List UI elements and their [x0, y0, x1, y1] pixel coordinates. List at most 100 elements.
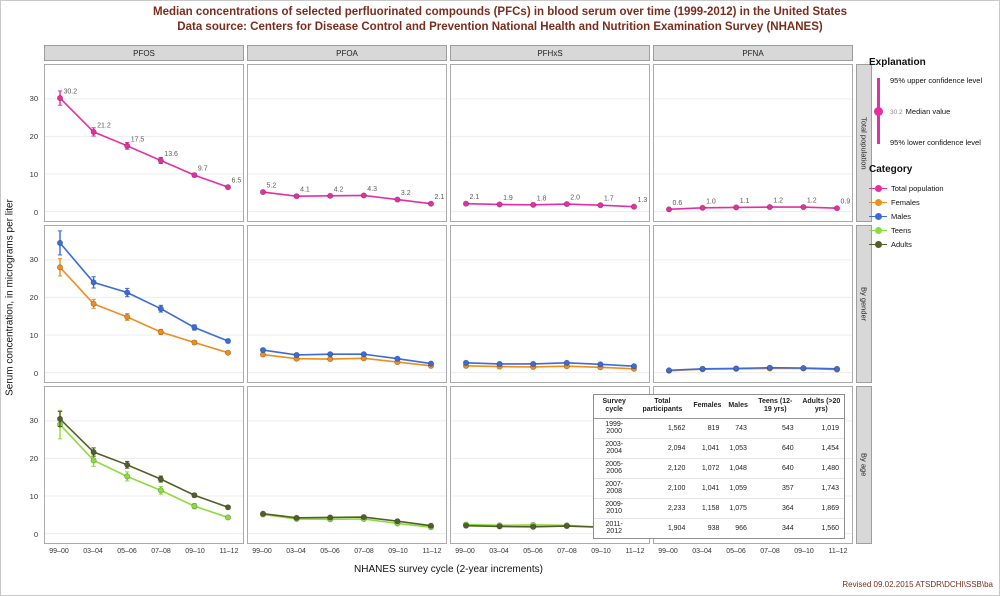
table-header: Males [724, 395, 752, 419]
table-row: 2005-2006 2,120 1,072 1,048 640 1,480 [594, 457, 844, 479]
chart-title: Median concentrations of selected perflu… [153, 6, 847, 18]
table-cell: 1,454 [798, 437, 844, 459]
x-tick-label: 11–12 [219, 548, 239, 555]
x-tick-label: 05–06 [117, 548, 137, 555]
column-strip-label: PFOS [133, 48, 155, 58]
svg-text:1.8: 1.8 [537, 195, 547, 202]
legend-item-females: Females [869, 195, 997, 209]
row-strip-label: By age [859, 453, 869, 477]
chart-subtitle: Data source: Centers for Disease Control… [177, 21, 823, 34]
table-cell: 344 [751, 517, 799, 538]
panel-pfoa-total-population: 5.2 4.1 4.2 4.3 3.2 2.1 [247, 64, 447, 222]
x-tick-label: 07–08 [354, 548, 374, 555]
y-tick-label: 30 [29, 254, 38, 264]
y-tick-label: 0 [33, 368, 38, 378]
x-tick-label: 03–04 [692, 548, 712, 555]
panel-chart-svg [248, 420, 446, 535]
table-row: 2003-2004 2,094 1,041 1,053 640 1,454 [594, 437, 844, 459]
panel-pfos-by-age [44, 386, 244, 544]
table-row: 2011-2012 1,904 938 966 344 1,560 [594, 517, 844, 538]
table-cell: 2,100 [634, 477, 691, 499]
svg-text:5.2: 5.2 [267, 183, 277, 190]
x-tick-label: 11–12 [422, 548, 442, 555]
table-cell: 364 [751, 497, 799, 519]
panel-grid: PFOS PFOA PFHxS PFNA 0 10 20 30 30.2 21.2 17.… [17, 45, 872, 561]
x-tick-label: 11–12 [625, 548, 645, 555]
teens-marker-icon [869, 225, 887, 236]
column-strip-pfna: PFNA [653, 45, 853, 61]
table-cell: 357 [751, 477, 799, 499]
median-key-row: 30.2 Median value [890, 107, 950, 116]
svg-text:3.2: 3.2 [401, 190, 411, 197]
svg-text:2.1: 2.1 [470, 194, 480, 201]
column-strip-pfos: PFOS [44, 45, 244, 61]
x-tick-label: 99–00 [49, 548, 69, 555]
lower-ci-label: 95% lower confidence level [890, 138, 981, 147]
panel-pfna-by-gender [653, 225, 853, 383]
y-tick-label: 10 [29, 169, 38, 179]
legend-explanation: Explanation 95% upper confidence level 3… [869, 57, 997, 251]
legend-item-males: Males [869, 209, 997, 223]
table-cell: 2005-2006 [594, 457, 635, 479]
x-axis-title: NHANES survey cycle (2-year increments) [354, 564, 543, 575]
x-tick-label: 09–10 [591, 548, 611, 555]
x-tick-label: 05–06 [523, 548, 543, 555]
x-axis-ticks-pfos: 99–00 03–04 05–06 07–08 09–10 11–12 [44, 547, 244, 561]
svg-text:2.1: 2.1 [435, 194, 445, 201]
median-point-icon [874, 107, 883, 116]
x-axis-ticks-pfhxs: 99–00 03–04 05–06 07–08 09–10 11–12 [450, 547, 650, 561]
panel-chart-svg [248, 259, 446, 374]
panel-pfoa-by-gender [247, 225, 447, 383]
table-cell: 2,120 [634, 457, 691, 479]
table-cell: 1,158 [690, 497, 725, 519]
table-cell: 819 [690, 417, 725, 439]
table-cell: 1,562 [634, 417, 691, 439]
table-cell: 2003-2004 [594, 437, 635, 459]
table-cell: 1,041 [690, 437, 725, 459]
males-marker-icon [869, 211, 887, 222]
table-cell: 1,019 [798, 417, 844, 439]
row-strip-by-gender: By gender [856, 225, 872, 383]
panel-chart-svg: 5.2 4.1 4.2 4.3 3.2 2.1 [248, 98, 446, 213]
y-tick-label: 30 [29, 93, 38, 103]
figure-titles: Median concentrations of selected perflu… [1, 5, 999, 35]
y-axis-title: Serum concentration, in micrograms per l… [4, 199, 16, 396]
x-axis-ticks-pfna: 99–00 03–04 05–06 07–08 09–10 11–12 [653, 547, 853, 561]
y-axis-ticks-gender: 0 10 20 30 [17, 225, 41, 383]
participants-table-grid: Survey cycle Total participants Females Mal… [594, 395, 844, 538]
table-cell: 543 [751, 417, 799, 439]
panel-pfhxs-total-population: 2.1 1.9 1.8 2.0 1.7 1.3 [450, 64, 650, 222]
table-cell: 640 [751, 437, 799, 459]
legend-item-label: Total population [891, 183, 944, 193]
column-strip-label: PFHxS [537, 48, 563, 58]
females-marker-icon [869, 197, 887, 208]
table-row: 2009-2010 2,233 1,158 1,075 364 1,869 [594, 497, 844, 519]
x-axis-ticks-pfoa: 99–00 03–04 05–06 07–08 09–10 11–12 [247, 547, 447, 561]
category-title: Category [869, 164, 913, 175]
table-cell: 1,041 [690, 477, 725, 499]
table-cell: 1,480 [798, 457, 844, 479]
table-cell: 1999-2000 [594, 417, 635, 439]
svg-text:1.2: 1.2 [773, 198, 783, 205]
svg-text:30.2: 30.2 [64, 89, 78, 96]
table-cell: 1,072 [690, 457, 725, 479]
x-tick-label: 99–00 [658, 548, 678, 555]
table-cell: 2,233 [634, 497, 691, 519]
table-header: Adults (>20 yrs) [798, 395, 844, 419]
y-axis-ticks-age: 0 10 20 30 [17, 386, 41, 544]
y-tick-label: 30 [29, 415, 38, 425]
column-strip-label: PFOA [336, 48, 358, 58]
table-header: Survey cycle [594, 395, 635, 419]
svg-text:21.2: 21.2 [97, 122, 111, 129]
table-header: Females [690, 395, 725, 419]
svg-text:4.3: 4.3 [367, 186, 377, 193]
x-tick-label: 09–10 [794, 548, 814, 555]
panel-chart-svg: 2.1 1.9 1.8 2.0 1.7 1.3 [451, 98, 649, 213]
table-cell: 1,869 [798, 497, 844, 519]
panel-pfhxs-by-gender [450, 225, 650, 383]
legend-item-label: Teens [891, 225, 912, 235]
y-tick-label: 10 [29, 491, 38, 501]
confidence-interval-key: 95% upper confidence level 30.2 Median va… [871, 76, 997, 150]
svg-text:13.6: 13.6 [164, 151, 178, 158]
table-row: 1999-2000 1,562 819 743 543 1,019 [594, 417, 844, 439]
